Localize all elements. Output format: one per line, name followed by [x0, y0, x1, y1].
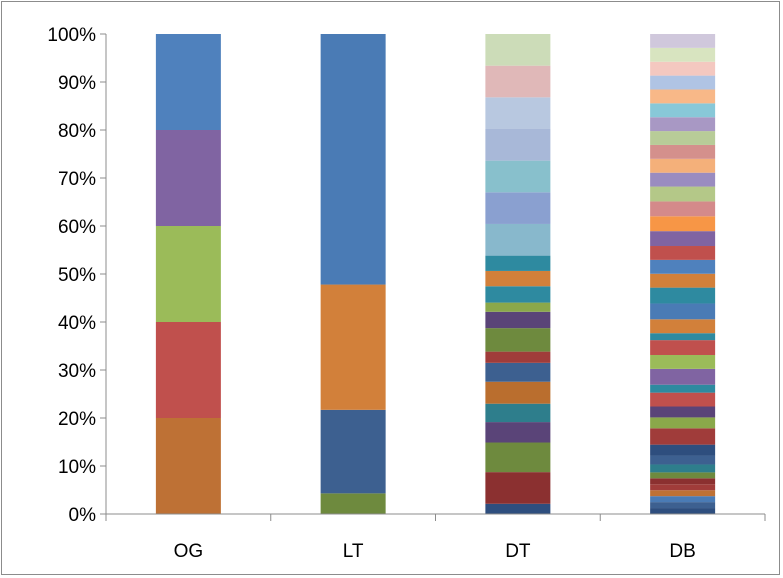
bar-segment-db-15 [650, 384, 716, 393]
y-tick-label: 40% [58, 313, 96, 334]
bar-segment-dt-21 [485, 34, 551, 66]
bar-segment-db-17 [650, 354, 716, 369]
x-tick-label-og: OG [174, 541, 204, 562]
bar-segment-db-36 [650, 89, 716, 104]
bar-segment-db-37 [650, 75, 716, 90]
x-tick-label-lt: LT [343, 541, 364, 562]
y-tick-label: 0% [69, 505, 97, 526]
x-tick-label-db: DB [669, 541, 695, 562]
bar-segment-db-22 [650, 287, 716, 304]
bar-segment-db-6 [650, 478, 716, 485]
bar-segment-db-19 [650, 333, 716, 341]
bar-segment-db-2 [650, 502, 716, 509]
bar-segment-og-3 [155, 226, 221, 322]
bar-segment-dt-3 [485, 442, 551, 473]
bar-segment-db-33 [650, 131, 716, 145]
bar-segment-db-31 [650, 158, 716, 173]
bar-segment-dt-5 [485, 403, 551, 423]
bar-segment-dt-14 [485, 255, 551, 271]
bar-segment-dt-20 [485, 65, 551, 98]
bar-segment-og-1 [155, 418, 221, 514]
bar-segment-db-26 [650, 231, 716, 247]
y-tick-label: 20% [58, 409, 96, 430]
bar-segment-dt-18 [485, 128, 551, 161]
bar-segment-lt-3 [320, 284, 386, 410]
bar-segment-db-16 [650, 368, 716, 385]
x-tick-labels: OG LT DT DB [174, 541, 696, 562]
bar-segment-db-30 [650, 172, 716, 187]
bar-segment-db-3 [650, 496, 716, 503]
bar-segment-db-40 [650, 34, 716, 48]
bar-segment-db-34 [650, 117, 716, 132]
bar-segment-dt-7 [485, 362, 551, 382]
y-tick-label: 100% [47, 25, 96, 46]
y-tick-label: 60% [58, 217, 96, 238]
y-tick-label: 70% [58, 169, 96, 190]
bar-segment-dt-6 [485, 381, 551, 404]
bar-segment-db-5 [650, 484, 716, 491]
bar-segment-dt-19 [485, 97, 551, 129]
bar-segment-db-12 [650, 417, 716, 429]
bar-segment-dt-8 [485, 351, 551, 363]
y-tick-label: 30% [58, 361, 96, 382]
bar-segment-lt-4 [320, 34, 386, 285]
bar-segment-dt-12 [485, 286, 551, 303]
bar-segment-lt-2 [320, 409, 386, 494]
bar-segment-db-8 [650, 464, 716, 473]
bar-segment-dt-1 [485, 503, 551, 514]
bar-segment-db-4 [650, 490, 716, 497]
y-tick-label: 10% [58, 457, 96, 478]
bar-segment-dt-17 [485, 160, 551, 193]
bar-segment-db-7 [650, 472, 716, 479]
bar-segment-db-9 [650, 455, 716, 465]
bar-segment-db-38 [650, 61, 716, 76]
bar-segment-db-24 [650, 259, 716, 274]
bar-segment-dt-16 [485, 192, 551, 224]
bar-segment-db-20 [650, 319, 716, 334]
bar-segment-db-23 [650, 273, 716, 288]
y-tick-label: 90% [58, 73, 96, 94]
bar-segment-dt-15 [485, 223, 551, 256]
bar-segment-db-14 [650, 392, 716, 407]
bar-segment-dt-4 [485, 422, 551, 443]
bar-segment-db-27 [650, 216, 716, 232]
bar-segment-db-29 [650, 186, 716, 202]
bar-segment-og-4 [155, 130, 221, 226]
bars-layer [155, 34, 716, 514]
bar-segment-db-10 [650, 444, 716, 456]
x-tick-label-dt: DT [505, 541, 531, 562]
bar-segment-og-2 [155, 322, 221, 418]
bar-segment-db-21 [650, 303, 716, 320]
axes-layer [100, 33, 766, 521]
bar-segment-db-11 [650, 428, 716, 445]
bar-segment-lt-1 [320, 493, 386, 514]
bar-segment-dt-11 [485, 302, 551, 312]
bar-segment-db-35 [650, 103, 716, 118]
bar-segment-db-28 [650, 201, 716, 217]
y-tick-label: 80% [58, 121, 96, 142]
bar-segment-db-39 [650, 47, 716, 62]
bar-segment-dt-2 [485, 472, 551, 504]
bar-segment-og-5 [155, 34, 221, 130]
bar-segment-db-18 [650, 340, 716, 355]
y-tick-label: 50% [58, 265, 96, 286]
bar-segment-db-32 [650, 144, 716, 159]
bar-segment-dt-10 [485, 311, 551, 329]
bar-segment-dt-13 [485, 270, 551, 287]
bar-segment-db-25 [650, 246, 716, 260]
y-tick-labels: 0% 10% 20% 30% 40% 50% 60% 70% 80% 90% 100% [47, 25, 96, 526]
bar-segment-db-1 [650, 508, 716, 514]
bar-segment-db-13 [650, 406, 716, 418]
bar-segment-dt-9 [485, 328, 551, 352]
